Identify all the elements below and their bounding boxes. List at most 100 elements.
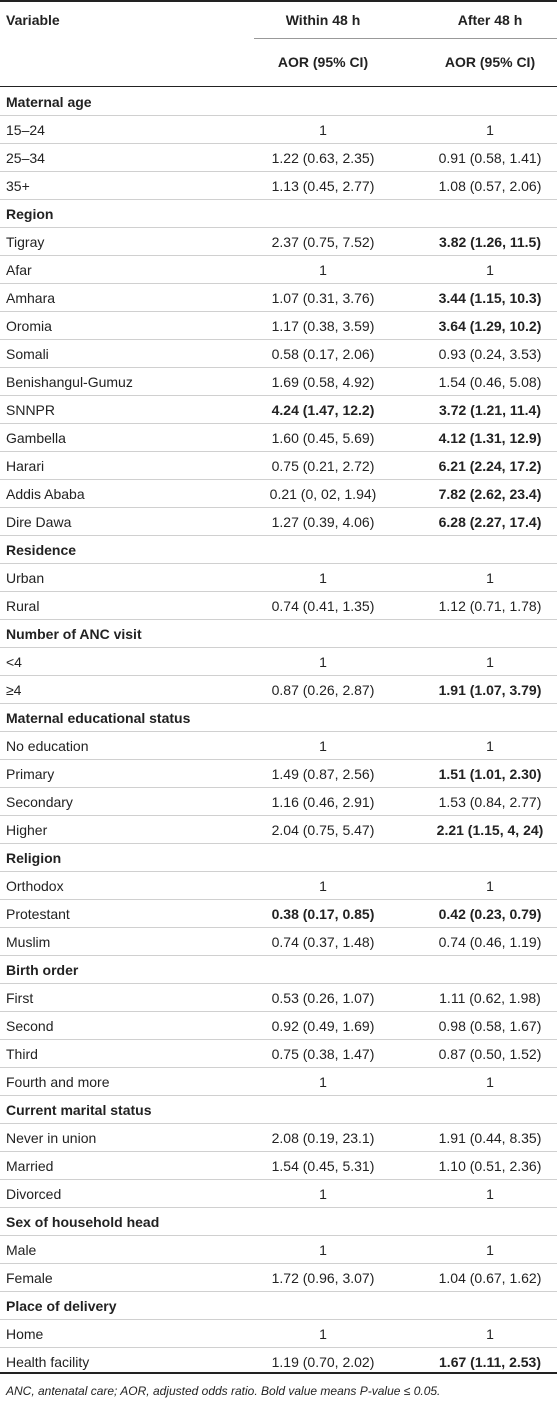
header-aor-within: AOR (95% CI) xyxy=(277,54,369,70)
aor-after-48h-cell: 1 xyxy=(486,1074,494,1090)
aor-after-48h-cell: 0.74 (0.46, 1.19) xyxy=(438,934,542,950)
variable-label: No education xyxy=(6,738,89,754)
section-header-row: Maternal educational status xyxy=(0,704,557,732)
row-divider xyxy=(0,451,557,452)
table-row: Amhara 1.07 (0.31, 3.76) 3.44 (1.15, 10.3) xyxy=(0,284,557,312)
aor-after-48h-cell: 0.93 (0.24, 3.53) xyxy=(438,346,542,362)
row-divider xyxy=(0,703,557,704)
variable-label: Dire Dawa xyxy=(6,514,72,530)
row-divider xyxy=(0,1151,557,1152)
section-header-row: Place of delivery xyxy=(0,1292,557,1320)
variable-label: Afar xyxy=(6,262,32,278)
table-row: ≥4 0.87 (0.26, 2.87) 1.91 (1.07, 3.79) xyxy=(0,676,557,704)
table-row: 15–24 1 1 xyxy=(0,116,557,144)
variable-label: Harari xyxy=(6,458,45,474)
table-row: Tigray 2.37 (0.75, 7.52) 3.82 (1.26, 11.5) xyxy=(0,228,557,256)
aor-after-48h-cell: 1 xyxy=(486,654,494,670)
variable-label: Somali xyxy=(6,346,49,362)
variable-label: Fourth and more xyxy=(6,1074,110,1090)
table-row: Secondary 1.16 (0.46, 2.91) 1.53 (0.84, 2.… xyxy=(0,788,557,816)
variable-label: Secondary xyxy=(6,794,73,810)
row-divider xyxy=(0,339,557,340)
variable-label: Higher xyxy=(6,822,48,838)
aor-within-48h-cell: 4.24 (1.47, 12.2) xyxy=(271,402,375,418)
table-row: Health facility 1.19 (0.70, 2.02) 1.67 (1.… xyxy=(0,1348,557,1376)
row-divider xyxy=(0,395,557,396)
aor-within-48h-cell: 1 xyxy=(319,1186,327,1202)
table-row: <4 1 1 xyxy=(0,648,557,676)
row-divider xyxy=(0,787,557,788)
aor-within-48h-cell: 2.04 (0.75, 5.47) xyxy=(271,822,375,838)
row-divider xyxy=(0,143,557,144)
variable-label: 15–24 xyxy=(6,122,45,138)
aor-within-48h-cell: 0.53 (0.26, 1.07) xyxy=(271,990,375,1006)
aor-after-48h-cell: 1.91 (1.07, 3.79) xyxy=(438,682,542,698)
header-bottom-rule xyxy=(0,86,557,87)
aor-within-48h-cell: 0.38 (0.17, 0.85) xyxy=(271,906,375,922)
aor-within-48h-cell: 0.58 (0.17, 2.06) xyxy=(271,346,375,362)
aor-after-48h-cell: 1 xyxy=(486,1242,494,1258)
aor-within-48h-cell: 1.17 (0.38, 3.59) xyxy=(271,318,375,334)
variable-label: Married xyxy=(6,1158,54,1174)
row-divider xyxy=(0,731,557,732)
aor-within-48h-cell: 1.54 (0.45, 5.31) xyxy=(271,1158,375,1174)
header-subrow: AOR (95% CI) AOR (95% CI) xyxy=(0,39,557,86)
header-variable: Variable xyxy=(6,12,60,28)
aor-within-48h-cell: 1 xyxy=(319,654,327,670)
row-divider xyxy=(0,1011,557,1012)
table-row: No education 1 1 xyxy=(0,732,557,760)
section-header-row: Current marital status xyxy=(0,1096,557,1124)
aor-after-48h-cell: 1.10 (0.51, 2.36) xyxy=(438,1158,542,1174)
variable-label: Divorced xyxy=(6,1186,62,1202)
aor-within-48h-cell: 1.27 (0.39, 4.06) xyxy=(271,514,375,530)
variable-label: Third xyxy=(6,1046,38,1062)
table-row: Never in union 2.08 (0.19, 23.1) 1.91 (0.4… xyxy=(0,1124,557,1152)
row-divider xyxy=(0,479,557,480)
row-divider xyxy=(0,507,557,508)
table-row: Muslim 0.74 (0.37, 1.48) 0.74 (0.46, 1.19) xyxy=(0,928,557,956)
row-divider xyxy=(0,871,557,872)
section-label: Maternal age xyxy=(6,94,92,110)
variable-label: SNNPR xyxy=(6,402,56,418)
aor-after-48h-cell: 3.44 (1.15, 10.3) xyxy=(438,290,542,306)
aor-within-48h-cell: 1 xyxy=(319,122,327,138)
variable-label: Home xyxy=(6,1326,44,1342)
row-divider xyxy=(0,927,557,928)
row-divider xyxy=(0,563,557,564)
aor-after-48h-cell: 1.51 (1.01, 2.30) xyxy=(438,766,542,782)
row-divider xyxy=(0,171,557,172)
table-footnote: ANC, antenatal care; AOR, adjusted odds … xyxy=(6,1384,441,1398)
row-divider xyxy=(0,899,557,900)
aor-after-48h-cell: 0.98 (0.58, 1.67) xyxy=(438,1018,542,1034)
header-aor-after: AOR (95% CI) xyxy=(444,54,536,70)
section-label: Birth order xyxy=(6,962,79,978)
aor-after-48h-cell: 1 xyxy=(486,738,494,754)
variable-label: Tigray xyxy=(6,234,45,250)
table-row: Home 1 1 xyxy=(0,1320,557,1348)
section-label: Residence xyxy=(6,542,77,558)
row-divider xyxy=(0,1095,557,1096)
row-divider xyxy=(0,423,557,424)
header-row: Variable Within 48 h After 48 h xyxy=(0,2,557,38)
aor-after-48h-cell: 3.72 (1.21, 11.4) xyxy=(439,402,541,418)
section-header-row: Sex of household head xyxy=(0,1208,557,1236)
table-row: Primary 1.49 (0.87, 2.56) 1.51 (1.01, 2.30… xyxy=(0,760,557,788)
aor-after-48h-cell: 3.64 (1.29, 10.2) xyxy=(438,318,542,334)
variable-label: Oromia xyxy=(6,318,52,334)
aor-after-48h-cell: 6.28 (2.27, 17.4) xyxy=(438,514,542,530)
table-row: Orthodox 1 1 xyxy=(0,872,557,900)
aor-within-48h-cell: 0.74 (0.37, 1.48) xyxy=(271,934,375,950)
table-row: Third 0.75 (0.38, 1.47) 0.87 (0.50, 1.52) xyxy=(0,1040,557,1068)
row-divider xyxy=(0,983,557,984)
row-divider xyxy=(0,619,557,620)
row-divider xyxy=(0,535,557,536)
section-header-row: Birth order xyxy=(0,956,557,984)
aor-after-48h-cell: 3.82 (1.26, 11.5) xyxy=(439,234,541,250)
table-row: Dire Dawa 1.27 (0.39, 4.06) 6.28 (2.27, 17… xyxy=(0,508,557,536)
table-row: Oromia 1.17 (0.38, 3.59) 3.64 (1.29, 10.2) xyxy=(0,312,557,340)
variable-label: Muslim xyxy=(6,934,51,950)
table-row: 35+ 1.13 (0.45, 2.77) 1.08 (0.57, 2.06) xyxy=(0,172,557,200)
row-divider xyxy=(0,591,557,592)
table-top-rule xyxy=(0,0,557,2)
aor-within-48h-cell: 0.74 (0.41, 1.35) xyxy=(271,598,375,614)
